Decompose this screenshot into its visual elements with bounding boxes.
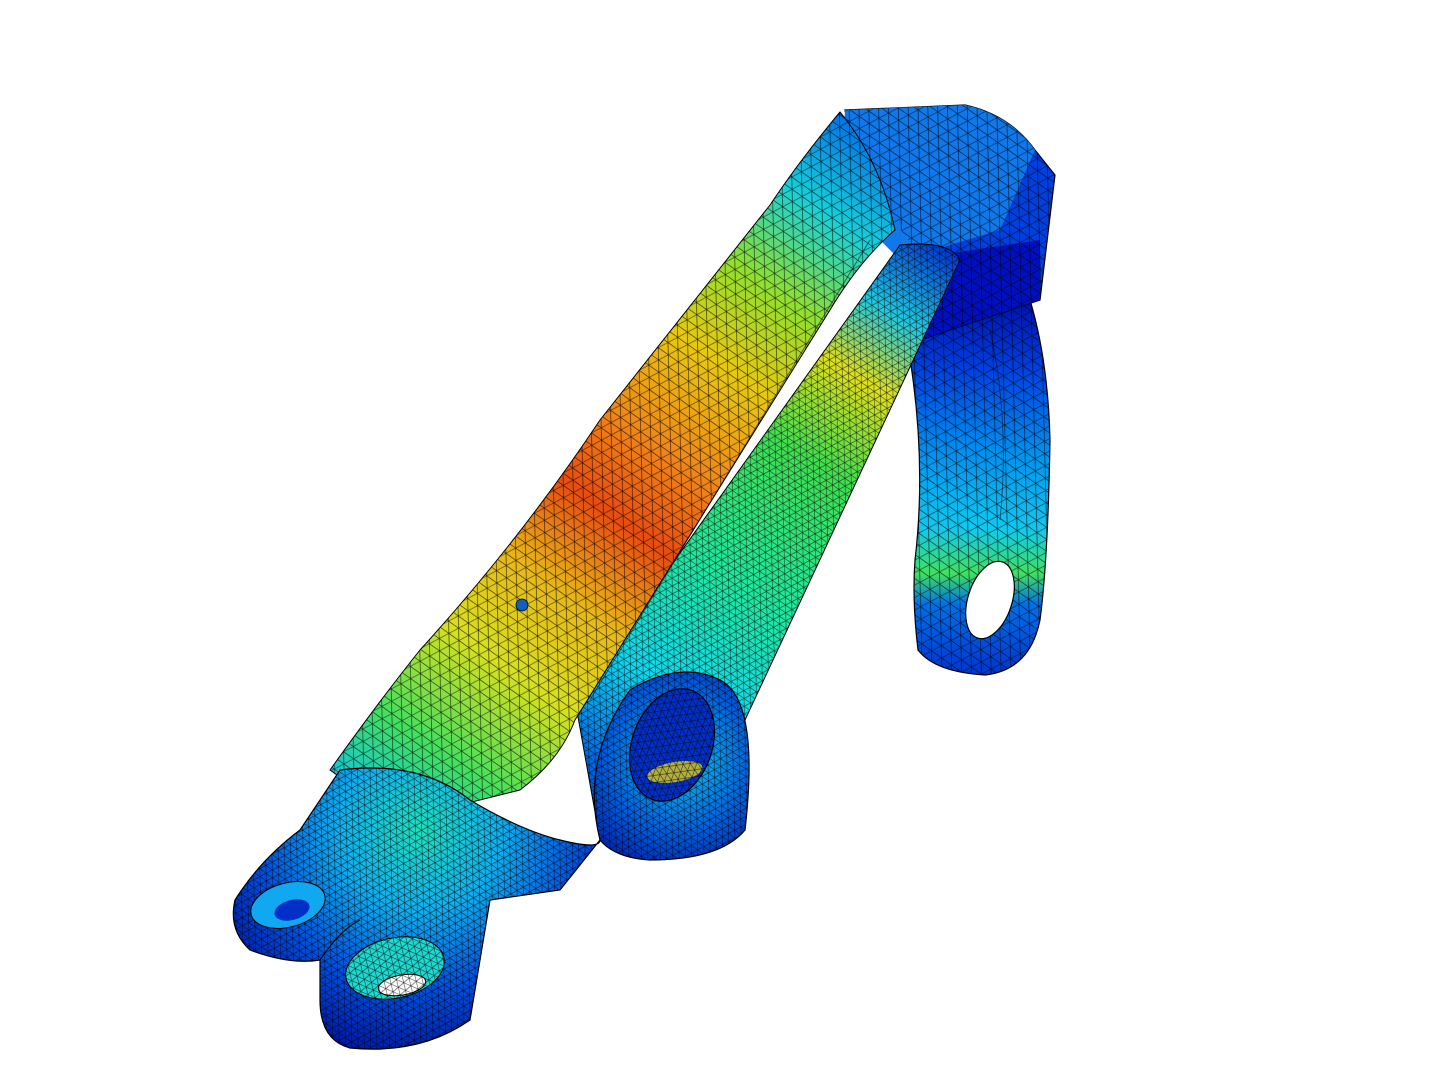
left-feet [232,598,601,1050]
bolt-hole-icon [965,560,1015,640]
middle-foot [593,671,750,861]
right-leg [904,299,1051,676]
beam-top-face [329,111,896,821]
